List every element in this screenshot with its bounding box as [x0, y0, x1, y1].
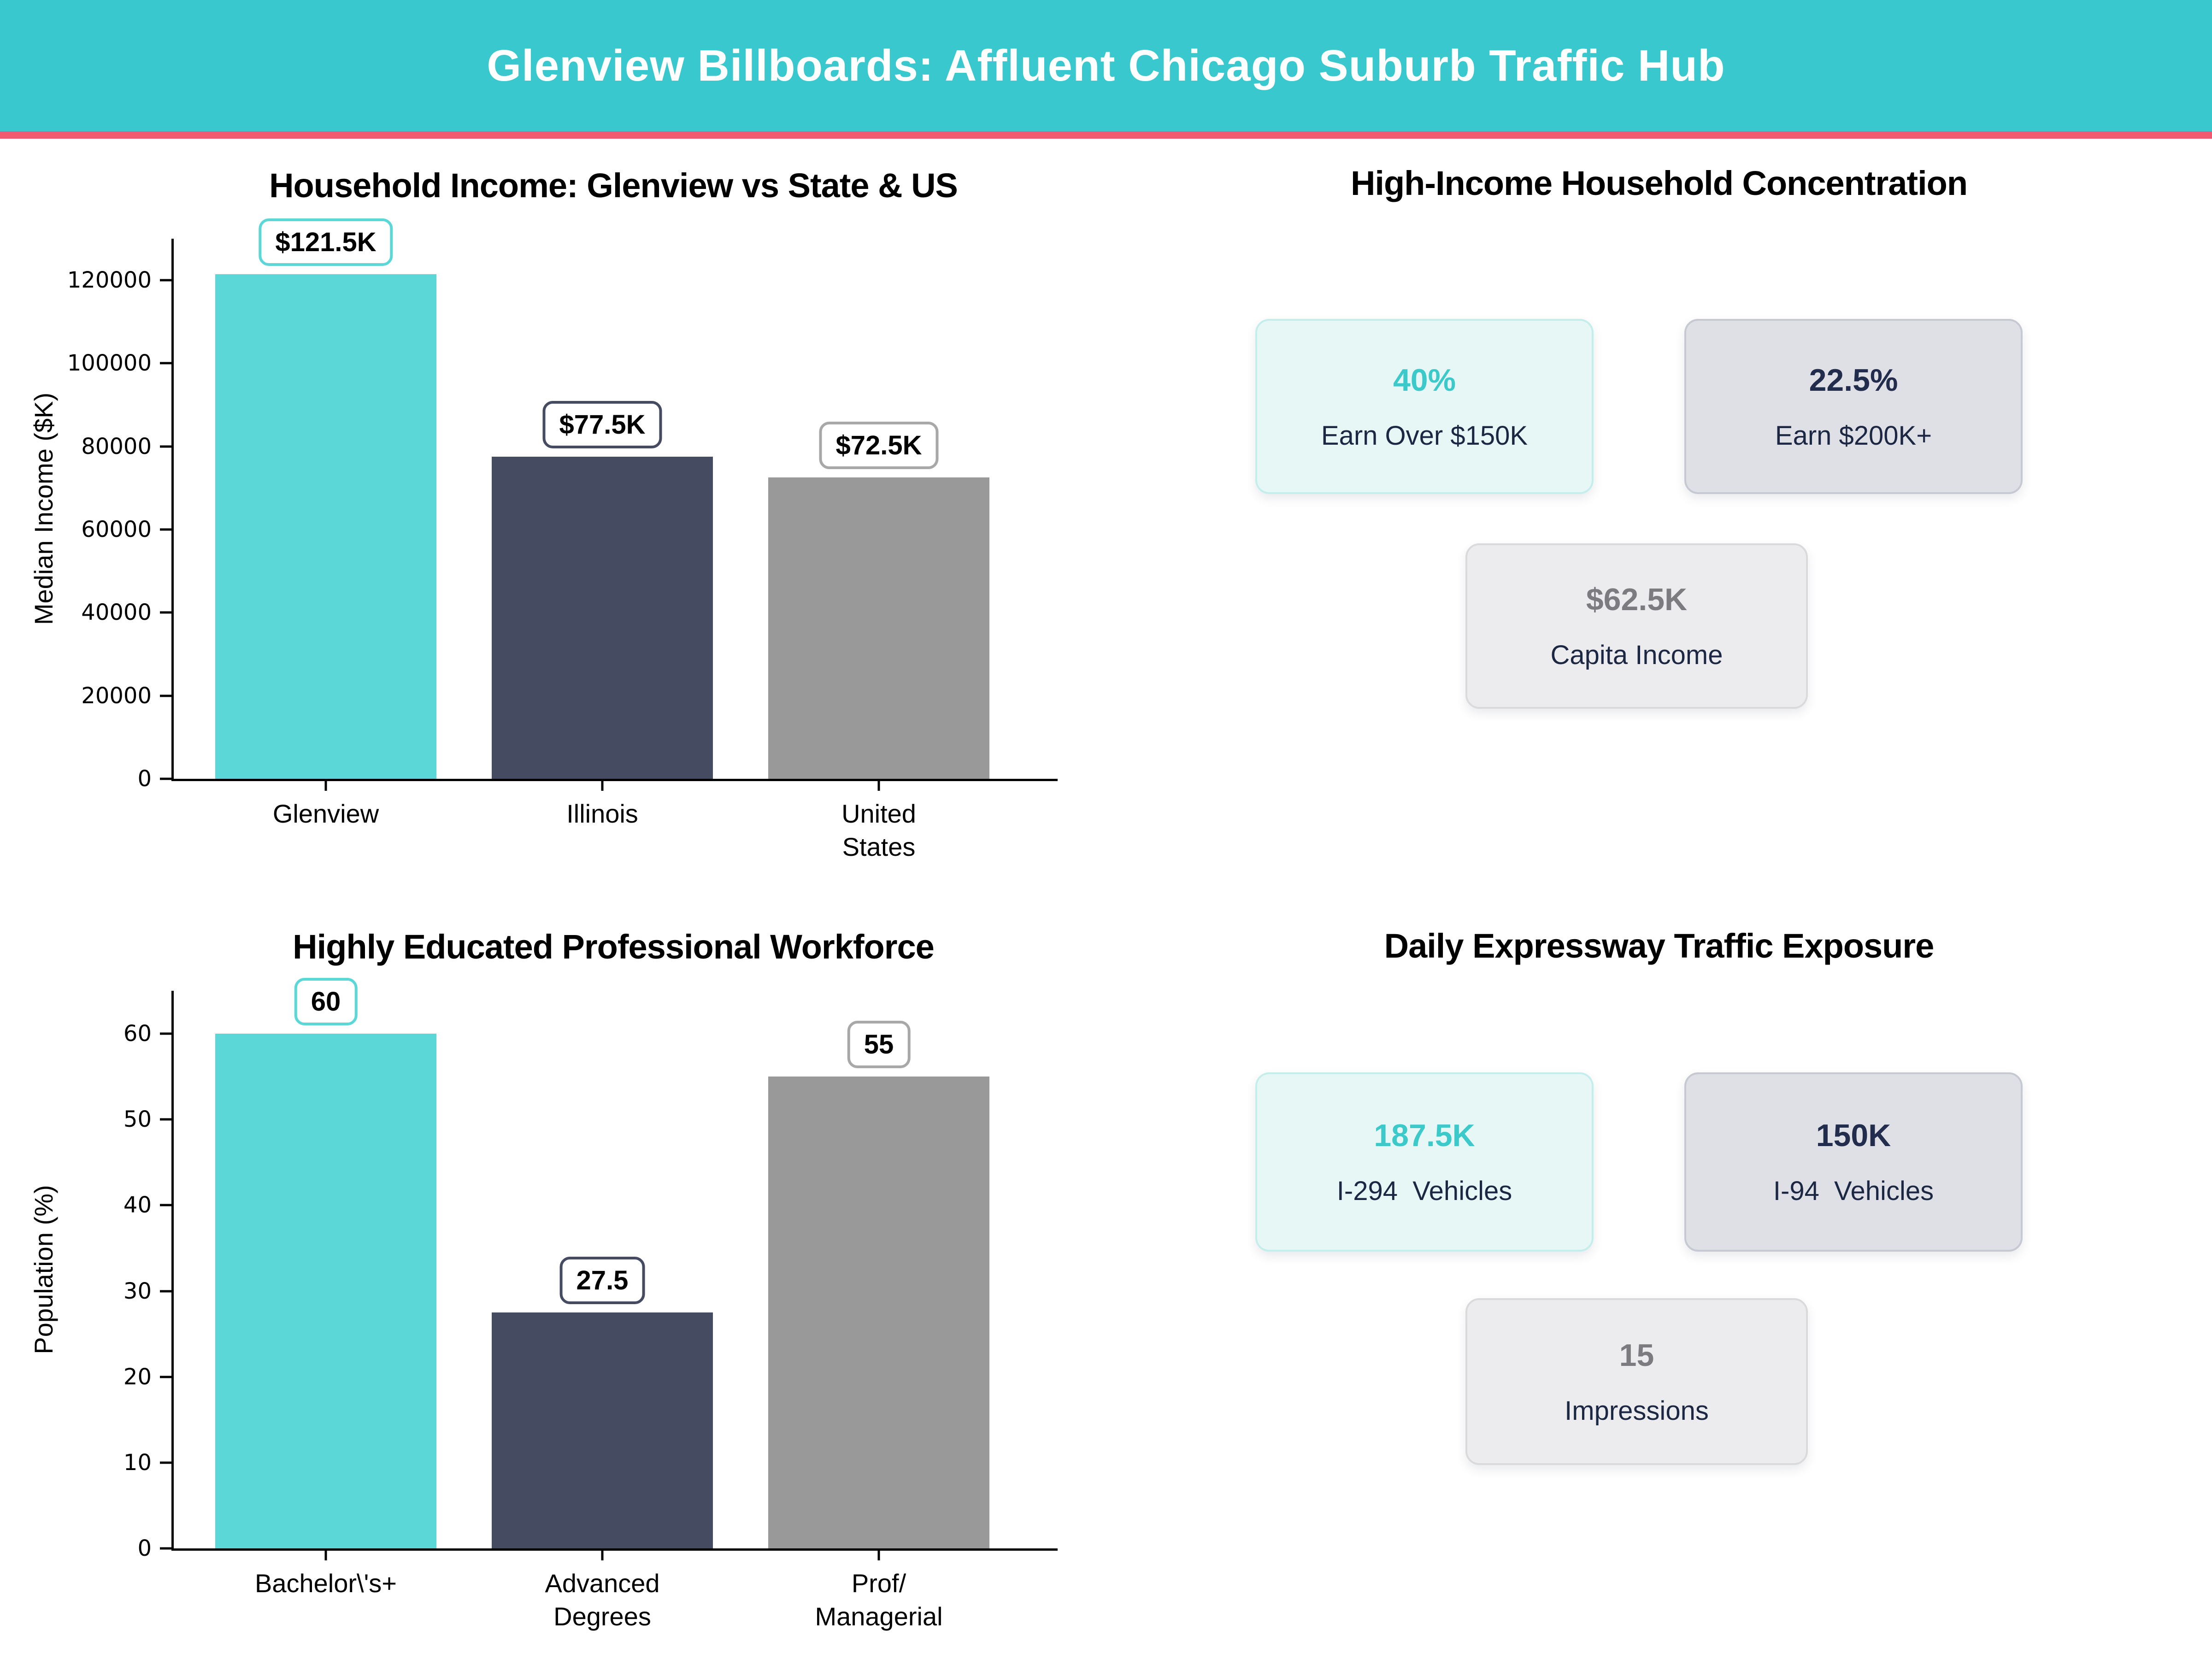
y-tick-label: 50 [123, 1106, 152, 1133]
chart-title: Highly Educated Professional Workforce [293, 928, 935, 966]
x-tick-mark [601, 1548, 604, 1560]
y-tick-mark [160, 1547, 174, 1550]
stat-label: Earn Over $150K [1321, 420, 1528, 451]
education-workforce-chart: Highly Educated Professional Workforce Po… [0, 922, 1106, 1659]
x-tick-label: Prof/Managerial [815, 1567, 942, 1633]
x-tick-label: United States [841, 797, 916, 864]
x-tick-label-line: Advanced [545, 1569, 660, 1598]
x-tick-label-line: Glenview [272, 799, 379, 828]
stat-label: Capita Income [1550, 640, 1723, 670]
header-banner: Glenview Billboards: Affluent Chicago Su… [0, 0, 2212, 131]
y-tick-mark [160, 1376, 174, 1378]
y-tick-label: 30 [123, 1278, 152, 1304]
y-tick-mark [160, 445, 174, 448]
y-tick-mark [160, 362, 174, 365]
stat-card-capita-income: $62.5K Capita Income [1465, 543, 1808, 709]
bar-advanced [492, 1312, 713, 1548]
bar-prof [768, 1077, 989, 1548]
y-tick-mark [160, 528, 174, 531]
x-tick-label-line: United [841, 799, 916, 828]
y-tick-mark [160, 279, 174, 282]
bar-glenview [215, 274, 436, 779]
y-axis-label: Population (%) [29, 1185, 58, 1354]
y-tick-label: 60 [123, 1021, 152, 1047]
household-income-chart: Household Income: Glenview vs State & US… [0, 138, 1106, 922]
y-tick-label: 40000 [81, 600, 152, 626]
x-tick-mark [601, 779, 604, 791]
x-tick-label: Advanced Degrees [545, 1567, 659, 1633]
bar-bachelor-s [215, 1034, 436, 1548]
plot-area: 0 20000 40000 60000 80000 100000 120000 $121.5K… [67, 218, 1058, 861]
plot-area: 0 10 20 30 40 50 60 60 Bachelor\'s+ 27.5 Advanced D… [124, 978, 1058, 1631]
chart-title: Household Income: Glenview vs State & US [269, 166, 958, 205]
x-tick-label: Glenview [273, 797, 379, 830]
page-title: Glenview Billboards: Affluent Chicago Su… [487, 41, 1725, 90]
bar-value-label: 55 [847, 1021, 911, 1069]
bar-value-label: 60 [294, 978, 358, 1026]
stat-card-earn-over-150k: 40% Earn Over $150K [1255, 319, 1594, 494]
x-tick-mark [324, 1548, 327, 1560]
stat-card-impressions: 15 Impressions [1465, 1298, 1808, 1465]
bar-united [768, 477, 989, 779]
x-tick-label-line: Degrees [553, 1602, 651, 1631]
stat-card-i294-vehicles: 187.5K I-294 Vehicles [1255, 1072, 1594, 1252]
x-tick-label: Illinois [566, 797, 638, 830]
stat-label: Impressions [1565, 1395, 1709, 1426]
x-tick-label-line: Bachelor\'s+ [255, 1569, 397, 1598]
stat-value: 150K [1816, 1118, 1891, 1153]
y-tick-mark [160, 1032, 174, 1035]
y-tick-label: 120000 [67, 267, 152, 294]
header-accent-line [0, 131, 2212, 139]
traffic-exposure-stats-panel: Daily Expressway Traffic Exposure 187.5K… [1106, 922, 2212, 1659]
y-tick-mark [160, 1204, 174, 1206]
x-tick-label: Bachelor\'s+ [255, 1567, 397, 1600]
stats-panel-title: Daily Expressway Traffic Exposure [1384, 927, 1935, 965]
bar-value-label: $72.5K [819, 422, 939, 470]
stat-card-i94-vehicles: 150K I-94 Vehicles [1684, 1072, 2023, 1252]
bar-illinois [492, 457, 713, 779]
x-tick-label-line: Managerial [815, 1602, 943, 1631]
stat-value: 187.5K [1374, 1118, 1475, 1153]
y-tick-label: 10 [123, 1449, 152, 1476]
y-tick-mark [160, 777, 174, 780]
x-tick-mark [877, 1548, 880, 1560]
stat-value: 40% [1393, 362, 1456, 398]
stat-value: $62.5K [1586, 582, 1688, 617]
x-tick-mark [324, 779, 327, 791]
bar-value-label: $77.5K [542, 401, 662, 449]
bar-value-label: 27.5 [559, 1257, 645, 1305]
stat-value: 15 [1619, 1337, 1654, 1373]
y-tick-label: 20000 [81, 682, 152, 709]
y-tick-label: 0 [137, 766, 152, 792]
y-axis-label: Median Income ($K) [29, 392, 58, 625]
stats-panel-title: High-Income Household Concentration [1350, 164, 1968, 202]
y-tick-label: 100000 [67, 350, 152, 377]
y-tick-label: 60000 [81, 517, 152, 543]
stat-label: I-294 Vehicles [1336, 1176, 1512, 1206]
stat-card-earn-200k-plus: 22.5% Earn $200K+ [1684, 319, 2023, 494]
x-tick-label-line: Illinois [566, 799, 638, 828]
y-tick-mark [160, 1290, 174, 1293]
x-tick-label-line: Prof/ [851, 1569, 906, 1598]
y-tick-label: 80000 [81, 433, 152, 459]
y-tick-label: 0 [137, 1535, 152, 1561]
x-tick-mark [877, 779, 880, 791]
x-tick-label-line: States [842, 832, 916, 861]
y-tick-mark [160, 611, 174, 614]
bar-value-label: $121.5K [259, 218, 393, 266]
y-tick-mark [160, 694, 174, 697]
y-tick-mark [160, 1118, 174, 1121]
y-tick-mark [160, 1461, 174, 1464]
stat-label: I-94 Vehicles [1773, 1176, 1934, 1206]
stat-value: 22.5% [1809, 362, 1898, 398]
high-income-stats-panel: High-Income Household Concentration 40% … [1106, 138, 2212, 922]
y-tick-label: 20 [123, 1364, 152, 1390]
stat-label: Earn $200K+ [1775, 420, 1932, 451]
y-tick-label: 40 [123, 1192, 152, 1218]
